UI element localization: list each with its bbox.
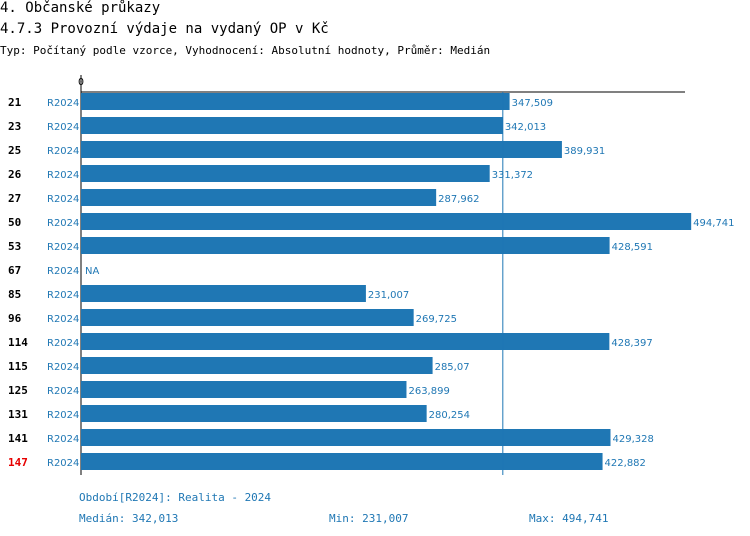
category-label: 85 <box>8 288 21 301</box>
category-label: 115 <box>8 360 28 373</box>
data-label: 422,882 <box>605 458 646 469</box>
category-label: 131 <box>8 408 28 421</box>
category-label: 23 <box>8 120 21 133</box>
data-label: 285,07 <box>435 362 470 373</box>
series-label: R2024 <box>47 458 79 469</box>
bar <box>81 213 692 230</box>
series-label: R2024 <box>47 362 79 373</box>
category-label: 25 <box>8 144 21 157</box>
series-label: R2024 <box>47 434 79 445</box>
bar <box>81 285 366 302</box>
data-label: 494,741 <box>693 218 734 229</box>
data-label: 347,509 <box>512 98 553 109</box>
bar <box>81 309 414 326</box>
series-label: R2024 <box>47 290 79 301</box>
bar <box>81 333 610 350</box>
series-label: R2024 <box>47 338 79 349</box>
data-label: 389,931 <box>564 146 605 157</box>
bar <box>81 117 503 134</box>
bar <box>81 357 433 374</box>
series-label: R2024 <box>47 386 79 397</box>
series-label: R2024 <box>47 410 79 421</box>
series-label: R2024 <box>47 170 79 181</box>
data-label: 287,962 <box>438 194 479 205</box>
series-label: R2024 <box>47 218 79 229</box>
data-label: 269,725 <box>416 314 457 325</box>
category-label: 50 <box>8 216 21 229</box>
data-label: 428,591 <box>612 242 653 253</box>
section-title: 4. Občanské průkazy <box>0 0 161 16</box>
data-label: 231,007 <box>368 290 409 301</box>
data-label: 280,254 <box>429 410 470 421</box>
category-label: 26 <box>8 168 22 181</box>
bar <box>81 453 603 470</box>
bar <box>81 237 610 254</box>
data-label: 429,328 <box>613 434 654 445</box>
bar <box>81 141 562 158</box>
category-label: 96 <box>8 312 22 325</box>
series-label: R2024 <box>47 266 79 277</box>
data-label: 428,397 <box>611 338 652 349</box>
category-label: 27 <box>8 192 21 205</box>
series-label: R2024 <box>47 146 79 157</box>
min-stat: Min: 231,007 <box>329 512 409 525</box>
bar <box>81 405 427 422</box>
bar <box>81 93 510 110</box>
category-label: 147 <box>8 456 28 469</box>
bar <box>81 381 407 398</box>
data-label: NA <box>85 266 99 277</box>
category-label: 53 <box>8 240 21 253</box>
series-label: R2024 <box>47 98 79 109</box>
data-label: 263,899 <box>408 386 449 397</box>
series-label: R2024 <box>47 122 79 133</box>
bar <box>81 429 611 446</box>
series-label: R2024 <box>47 194 79 205</box>
category-label: 114 <box>8 336 28 349</box>
bar <box>81 189 437 206</box>
category-label: 141 <box>8 432 28 445</box>
period-legend: Období[R2024]: Realita - 2024 <box>79 491 272 504</box>
category-label: 67 <box>8 264 21 277</box>
data-label: 331,372 <box>492 170 533 181</box>
chart-subtitle: Typ: Počítaný podle vzorce, Vyhodnocení:… <box>0 44 491 57</box>
series-label: R2024 <box>47 242 79 253</box>
bar <box>81 165 490 182</box>
data-label: 342,013 <box>505 122 546 133</box>
max-stat: Max: 494,741 <box>529 512 609 525</box>
category-label: 21 <box>8 96 22 109</box>
median-stat: Medián: 342,013 <box>79 512 179 525</box>
chart-title: 4.7.3 Provozní výdaje na vydaný OP v Kč <box>0 21 329 37</box>
series-label: R2024 <box>47 314 79 325</box>
category-label: 125 <box>8 384 28 397</box>
